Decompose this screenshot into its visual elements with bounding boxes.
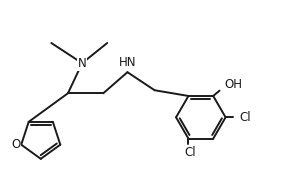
Text: HN: HN (119, 56, 136, 69)
Text: O: O (11, 138, 21, 151)
Text: Cl: Cl (239, 111, 251, 124)
Text: Cl: Cl (184, 146, 196, 159)
Text: OH: OH (225, 78, 243, 91)
Text: N: N (78, 57, 86, 70)
